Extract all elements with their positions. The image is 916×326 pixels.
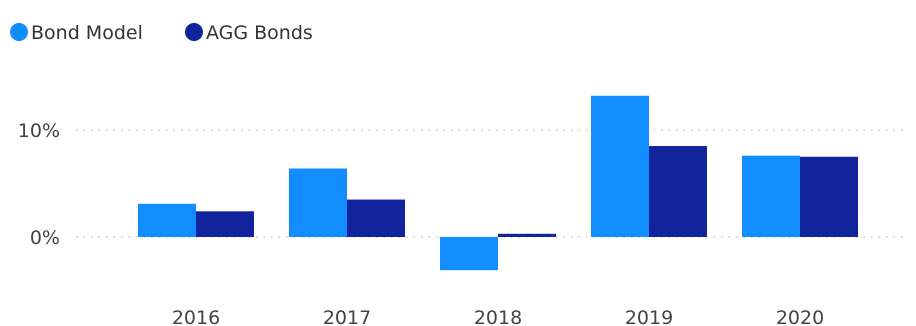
legend-item-agg-bonds[interactable]: AGG Bonds	[185, 22, 313, 44]
x-tick-label-2019: 2019	[625, 307, 673, 326]
bar-bond-model-2017[interactable]	[289, 168, 347, 237]
x-tick-label-2016: 2016	[172, 307, 220, 326]
x-tick-label-2017: 2017	[323, 307, 371, 326]
y-tick-label-0: 0%	[30, 227, 60, 249]
x-axis-labels: 2016 2017 2018 2019 2020	[172, 307, 824, 326]
bar-bond-model-2016[interactable]	[138, 203, 196, 237]
bar-agg-bonds-2018[interactable]	[498, 233, 556, 237]
y-axis-labels: 10% 0%	[18, 120, 60, 249]
bar-agg-bonds-2020[interactable]	[800, 156, 858, 237]
legend: Bond Model AGG Bonds	[10, 22, 313, 44]
x-tick-label-2020: 2020	[776, 307, 824, 326]
bar-bond-model-2020[interactable]	[742, 155, 800, 237]
legend-label-bond-model: Bond Model	[31, 22, 143, 44]
bar-agg-bonds-2016[interactable]	[196, 211, 254, 237]
legend-label-agg-bonds: AGG Bonds	[206, 22, 313, 44]
bars	[138, 95, 858, 271]
bar-agg-bonds-2019[interactable]	[649, 146, 707, 237]
legend-marker-bond-model	[10, 23, 28, 41]
bar-agg-bonds-2017[interactable]	[347, 199, 405, 237]
legend-item-bond-model[interactable]: Bond Model	[10, 22, 143, 44]
x-tick-label-2018: 2018	[474, 307, 522, 326]
legend-marker-agg-bonds	[185, 23, 203, 41]
y-tick-label-10: 10%	[18, 120, 60, 142]
bar-bond-model-2019[interactable]	[591, 95, 649, 237]
bar-bond-model-2018[interactable]	[440, 237, 498, 271]
